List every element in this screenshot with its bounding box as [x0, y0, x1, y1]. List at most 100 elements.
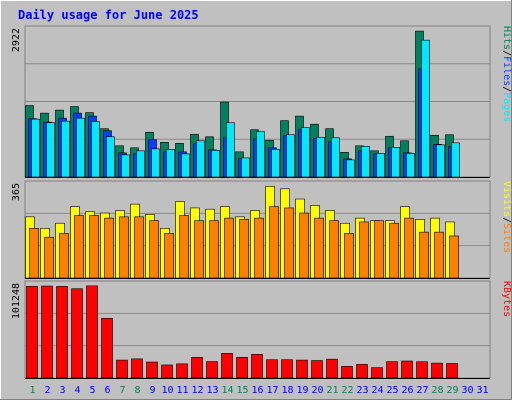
legend-sep: /: [501, 86, 512, 92]
day-label: 27: [416, 385, 428, 396]
kbytes-bar: [146, 361, 158, 379]
sites-bar: [314, 217, 324, 279]
day-label: 2: [44, 385, 50, 396]
pages-bar: [211, 150, 220, 178]
kbytes-bar: [116, 359, 128, 379]
legend-kbytes: KBytes: [501, 281, 512, 317]
y-max-label: 365: [11, 183, 22, 201]
chart-title: Daily usage for June 2025: [18, 8, 199, 22]
kbytes-bar: [236, 357, 248, 379]
kbytes-bar: [26, 286, 38, 379]
pages-bar: [76, 117, 85, 178]
kbytes-bar: [86, 285, 98, 379]
day-label: 21: [326, 385, 338, 396]
sites-bar: [389, 222, 399, 279]
day-label: 4: [74, 385, 80, 396]
kbytes-bar: [56, 286, 68, 379]
pages-bar: [331, 137, 340, 178]
sites-bar: [449, 235, 459, 279]
day-label: 24: [371, 385, 383, 396]
kbytes-bar: [251, 354, 263, 379]
kbytes-bar: [176, 363, 188, 379]
kbytes-bar: [191, 357, 203, 379]
legend-visits: Visits: [501, 181, 512, 217]
sites-bar: [74, 215, 84, 279]
pages-bar: [91, 121, 100, 178]
sites-bar: [224, 217, 234, 279]
sites-bar: [434, 231, 444, 279]
y-max-label: 101248: [11, 283, 22, 319]
legend-3: KBytes: [501, 281, 512, 317]
legend-1: Hits/Files/Pages: [501, 26, 512, 122]
pages-bar: [346, 159, 355, 178]
pages-bar: [31, 118, 40, 178]
legend-hits: Hits: [501, 26, 512, 50]
sites-bar: [119, 216, 129, 279]
day-label: 25: [386, 385, 398, 396]
day-label: 28: [431, 385, 443, 396]
pages-bar: [196, 140, 205, 178]
day-label: 12: [191, 385, 203, 396]
day-label: 19: [296, 385, 308, 396]
kbytes-bar: [221, 353, 233, 379]
pages-bar: [136, 150, 145, 178]
sites-bar: [59, 233, 69, 279]
kbytes-bar: [296, 359, 308, 379]
pages-bar: [46, 122, 55, 178]
sites-bar: [164, 233, 174, 279]
pages-bar: [121, 154, 130, 178]
kbytes-bar: [446, 363, 458, 379]
pages-bar: [436, 144, 445, 178]
day-label: 9: [149, 385, 155, 396]
sites-bar: [209, 220, 219, 279]
sites-bar: [89, 215, 99, 279]
y-max-label: 2922: [11, 28, 22, 52]
kbytes-bar: [431, 362, 443, 379]
pages-bar: [361, 146, 370, 178]
day-label: 30: [461, 385, 473, 396]
day-labels: 1 2 3 4 5 6 7 8 9 10 11 12 13 14 15 16 17 18 19 20 21 22 23 24 2…: [29, 385, 488, 396]
pages-bar: [226, 122, 235, 178]
kbytes-bar: [356, 364, 368, 379]
sites-bar: [149, 220, 159, 279]
kbytes-bar: [71, 288, 83, 379]
sites-bar: [329, 220, 339, 279]
sites-bar: [134, 216, 144, 279]
day-label: 11: [176, 385, 188, 396]
sites-bar: [359, 221, 369, 279]
sites-bar: [254, 217, 264, 279]
kbytes-bar: [281, 359, 293, 379]
day-label: 15: [236, 385, 248, 396]
day-label: 1: [29, 385, 35, 396]
sites-bar: [374, 220, 384, 279]
kbytes-bar: [266, 359, 278, 379]
day-label: 16: [251, 385, 263, 396]
kbytes-bar: [206, 361, 218, 379]
day-label: 22: [341, 385, 353, 396]
sites-bar: [404, 217, 414, 279]
pages-bar: [286, 134, 295, 178]
sites-bar: [269, 206, 279, 279]
kbytes-bar: [341, 366, 353, 379]
pages-bar: [421, 39, 430, 178]
day-label: 7: [119, 385, 125, 396]
day-label: 18: [281, 385, 293, 396]
kbytes-bar: [131, 358, 143, 379]
day-label: 14: [221, 385, 233, 396]
day-label: 26: [401, 385, 413, 396]
kbytes-bar: [41, 285, 53, 379]
kbytes-bar: [161, 364, 173, 379]
legend-pages: Pages: [501, 92, 512, 122]
sites-bar: [239, 219, 249, 279]
legend-files: Files: [501, 56, 512, 86]
kbytes-bar: [326, 358, 338, 379]
day-label: 23: [356, 385, 368, 396]
y-ticks: 2922 365 101248: [11, 28, 22, 319]
pages-bar: [301, 127, 310, 178]
sites-bar: [344, 233, 354, 279]
sites-bar: [44, 236, 54, 279]
day-label: 10: [161, 385, 173, 396]
pages-bar: [406, 153, 415, 178]
